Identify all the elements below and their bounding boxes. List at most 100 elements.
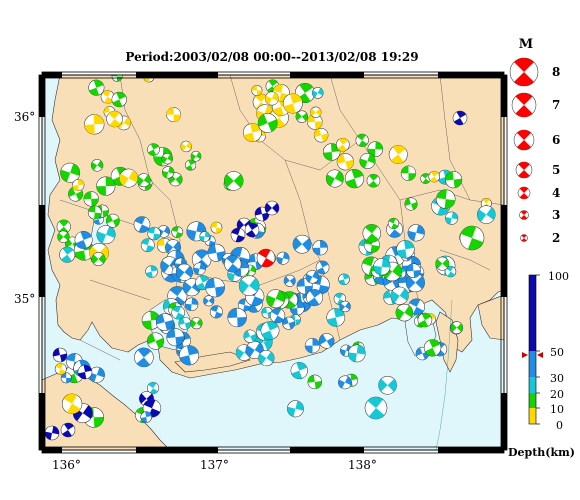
focal-mechanism-192 xyxy=(141,311,161,330)
focal-mechanism-42 xyxy=(185,159,197,171)
focal-mechanism-220 xyxy=(60,372,72,384)
magnitude-legend-ball-3 xyxy=(519,210,529,220)
magnitude-legend-ball-4 xyxy=(517,186,531,200)
focal-mechanism-63 xyxy=(476,205,496,224)
focal-mechanism-142 xyxy=(193,262,206,276)
focal-mechanism-49 xyxy=(325,169,344,188)
focal-mechanism-56 xyxy=(336,137,350,152)
magnitude-legend-label-3: 3 xyxy=(552,208,560,222)
focal-mechanism-54 xyxy=(344,168,365,189)
focal-mechanism-deep-249 xyxy=(52,347,68,363)
focal-mechanism-67 xyxy=(420,173,431,184)
depth-label-50: 50 xyxy=(550,346,564,359)
focal-mechanism-74 xyxy=(57,230,70,243)
focal-mechanism-182 xyxy=(407,224,425,242)
depth-label-30: 30 xyxy=(550,372,564,385)
focal-mechanism-130 xyxy=(175,263,193,281)
focal-mechanism-64 xyxy=(445,211,459,225)
depth-label-0: 0 xyxy=(556,419,563,432)
focal-mechanism-155 xyxy=(292,234,312,254)
focal-mechanism-157 xyxy=(339,300,351,313)
focal-mechanism-deep-251 xyxy=(452,110,468,126)
focal-mechanism-231 xyxy=(290,362,308,380)
focal-mechanism-139 xyxy=(276,251,290,265)
focal-mechanism-55 xyxy=(388,145,408,165)
focal-mechanism-204 xyxy=(318,333,335,349)
focal-mechanism-36 xyxy=(83,191,99,207)
focal-mechanism-104 xyxy=(210,221,223,234)
lat-label-35: 35° xyxy=(14,292,35,306)
depth-ticks xyxy=(536,274,540,425)
focal-mechanism-58 xyxy=(355,133,369,147)
focal-mechanism-132 xyxy=(283,274,296,287)
focal-mechanism-195 xyxy=(134,347,154,368)
focal-mechanism-45 xyxy=(162,166,175,179)
focal-mechanism-198 xyxy=(190,317,203,330)
focal-mechanism-235 xyxy=(378,375,397,395)
focal-mechanism-32 xyxy=(136,173,151,188)
magnitude-legend-label-7: 7 xyxy=(552,98,560,112)
depth-colorbar: 100 50 30 20 10 0 Depth(km) xyxy=(508,270,575,459)
focal-mechanism-227 xyxy=(61,393,83,414)
depth-band-50-100 xyxy=(529,275,536,351)
focal-mechanism-26 xyxy=(88,79,105,96)
focal-mechanism-70 xyxy=(56,219,71,234)
focal-mechanism-138 xyxy=(282,316,296,330)
focal-mechanism-65 xyxy=(404,197,418,211)
focal-mechanism-203 xyxy=(166,328,185,347)
focal-mechanism-59 xyxy=(359,153,376,169)
magnitude-legend-label-6: 6 xyxy=(552,133,560,147)
depth-band-20-30 xyxy=(529,377,536,393)
focal-mechanism-69 xyxy=(428,170,440,183)
magnitude-legend-label-2: 2 xyxy=(552,231,560,245)
focal-mechanism-68 xyxy=(436,189,456,209)
focal-mechanism-25 xyxy=(111,75,123,82)
focal-mechanism-43 xyxy=(161,152,173,165)
focal-mechanism-215 xyxy=(243,329,257,343)
focal-mechanism-deep-246 xyxy=(264,200,280,216)
magnitude-legend-label-5: 5 xyxy=(552,163,560,177)
focal-mechanism-102 xyxy=(171,226,184,238)
focal-mechanism-deep-250 xyxy=(77,364,93,380)
focal-mechanism-20 xyxy=(100,90,115,104)
magnitude-legend-ball-8 xyxy=(509,57,539,87)
focal-mechanism-242 xyxy=(450,321,464,334)
focal-mechanism-82 xyxy=(59,246,76,263)
focal-mechanism-83 xyxy=(87,205,102,220)
focal-mechanism-144 xyxy=(224,255,242,273)
focal-mechanisms xyxy=(44,75,496,441)
focal-mechanism-40 xyxy=(147,143,160,156)
focal-mechanism-deep-247 xyxy=(244,222,260,238)
focal-mechanism-175 xyxy=(405,273,425,293)
focal-mechanism-57 xyxy=(400,165,417,181)
focal-mechanism-186 xyxy=(396,240,415,259)
depth-band-0-10 xyxy=(529,408,536,424)
focal-mechanism-202 xyxy=(155,313,174,332)
focal-mechanism-deep-253 xyxy=(44,425,60,441)
focal-mechanism-222 xyxy=(54,363,67,375)
focal-mechanism-main-event xyxy=(256,248,276,268)
focal-mechanism-171 xyxy=(390,286,409,305)
focal-mechanism-164 xyxy=(305,270,320,284)
magnitude-legend-ball-7 xyxy=(511,92,537,118)
focal-mechanism-14 xyxy=(282,93,303,114)
focal-mechanism-213 xyxy=(260,321,280,340)
focal-mechanism-47 xyxy=(180,140,192,153)
focal-mechanism-146 xyxy=(266,289,286,309)
focal-mechanism-19 xyxy=(166,107,182,123)
lon-label-138: 138° xyxy=(348,458,377,472)
depth-unit-label: Depth(km) xyxy=(508,446,575,459)
focal-mechanism-108 xyxy=(133,216,151,233)
land-boso xyxy=(477,294,504,341)
focal-mechanism-121 xyxy=(315,260,330,275)
magnitude-legend-ball-2 xyxy=(520,234,528,242)
focal-mechanism-189 xyxy=(362,224,382,243)
focal-mechanism-243 xyxy=(417,312,433,328)
focal-mechanism-170 xyxy=(306,289,323,307)
focal-mechanism-0 xyxy=(313,127,329,143)
focal-mechanism-37 xyxy=(90,159,104,172)
depth-band-10-20 xyxy=(529,393,536,408)
focal-mechanism-large-254 xyxy=(364,396,388,420)
focal-mechanism-33 xyxy=(119,168,139,188)
